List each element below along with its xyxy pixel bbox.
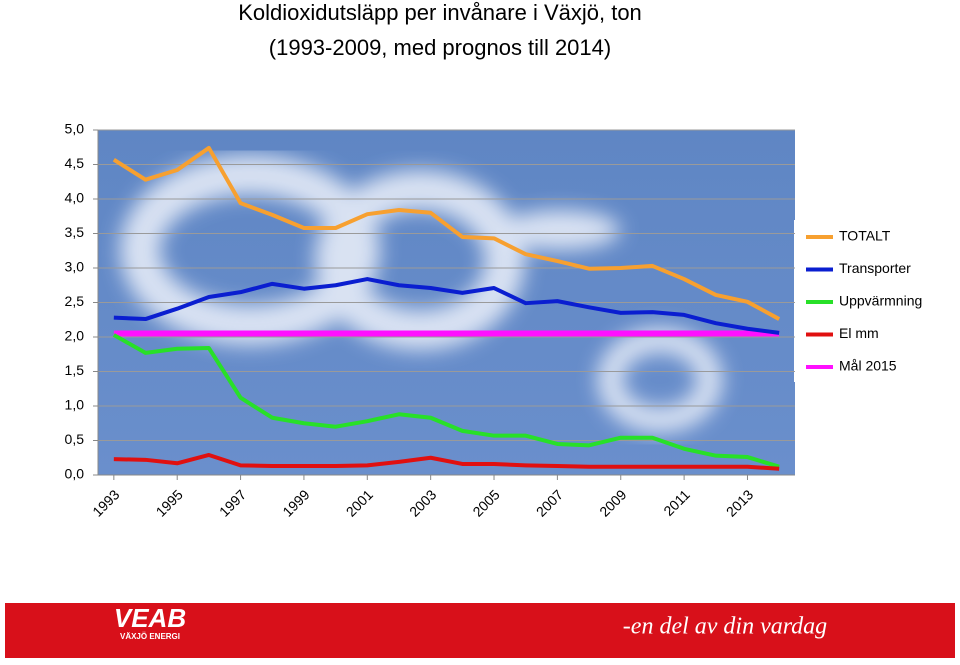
x-tick-label: 2013 [723,486,756,519]
series-line [112,333,780,469]
legend-label: El mm [839,325,879,341]
y-tick-label: 1,5 [65,362,85,378]
y-tick-label: 4,0 [65,190,85,206]
y-tick-label: 3,5 [65,224,85,240]
y-tick-label: 0,5 [65,431,85,447]
legend-label: Mål 2015 [839,358,897,374]
cloud-decoration [120,155,723,433]
legend-label: Uppvärmning [839,293,922,309]
y-tick-label: 3,0 [65,259,85,275]
legend-label: Transporter [839,260,911,276]
x-tick-label: 2011 [660,486,693,519]
footer-logo-sub: VÄXJÖ ENERGI [120,632,180,641]
x-tick-label: 2005 [469,486,502,519]
y-tick-label: 0,0 [65,466,85,482]
y-tick-label: 5,0 [65,121,85,137]
chart-subtitle: (1993-2009, med prognos till 2014) [269,35,611,60]
legend-label: TOTALT [839,228,891,244]
series-line [113,277,780,335]
series-line [113,452,780,471]
x-tick-label: 1993 [89,486,122,519]
y-tick-label: 2,5 [65,293,85,309]
x-tick-label: 1999 [279,486,312,519]
y-tick-label: 1,0 [65,397,85,413]
footer-logo: VEAB [114,603,186,633]
series-line [112,145,781,321]
x-tick-label: 1995 [153,486,186,519]
x-tick-label: 1997 [216,486,249,519]
chart-title: Koldioxidutsläpp per invånare i Växjö, t… [238,0,642,25]
x-tick-label: 2007 [533,486,566,519]
footer-slogan: -en del av din vardag [623,614,827,640]
x-tick-label: 2009 [596,486,629,519]
x-tick-label: 2001 [343,486,376,519]
footer-band [5,603,955,658]
y-tick-label: 2,0 [65,328,85,344]
y-tick-label: 4,5 [65,155,85,171]
x-tick-label: 2003 [406,486,439,519]
